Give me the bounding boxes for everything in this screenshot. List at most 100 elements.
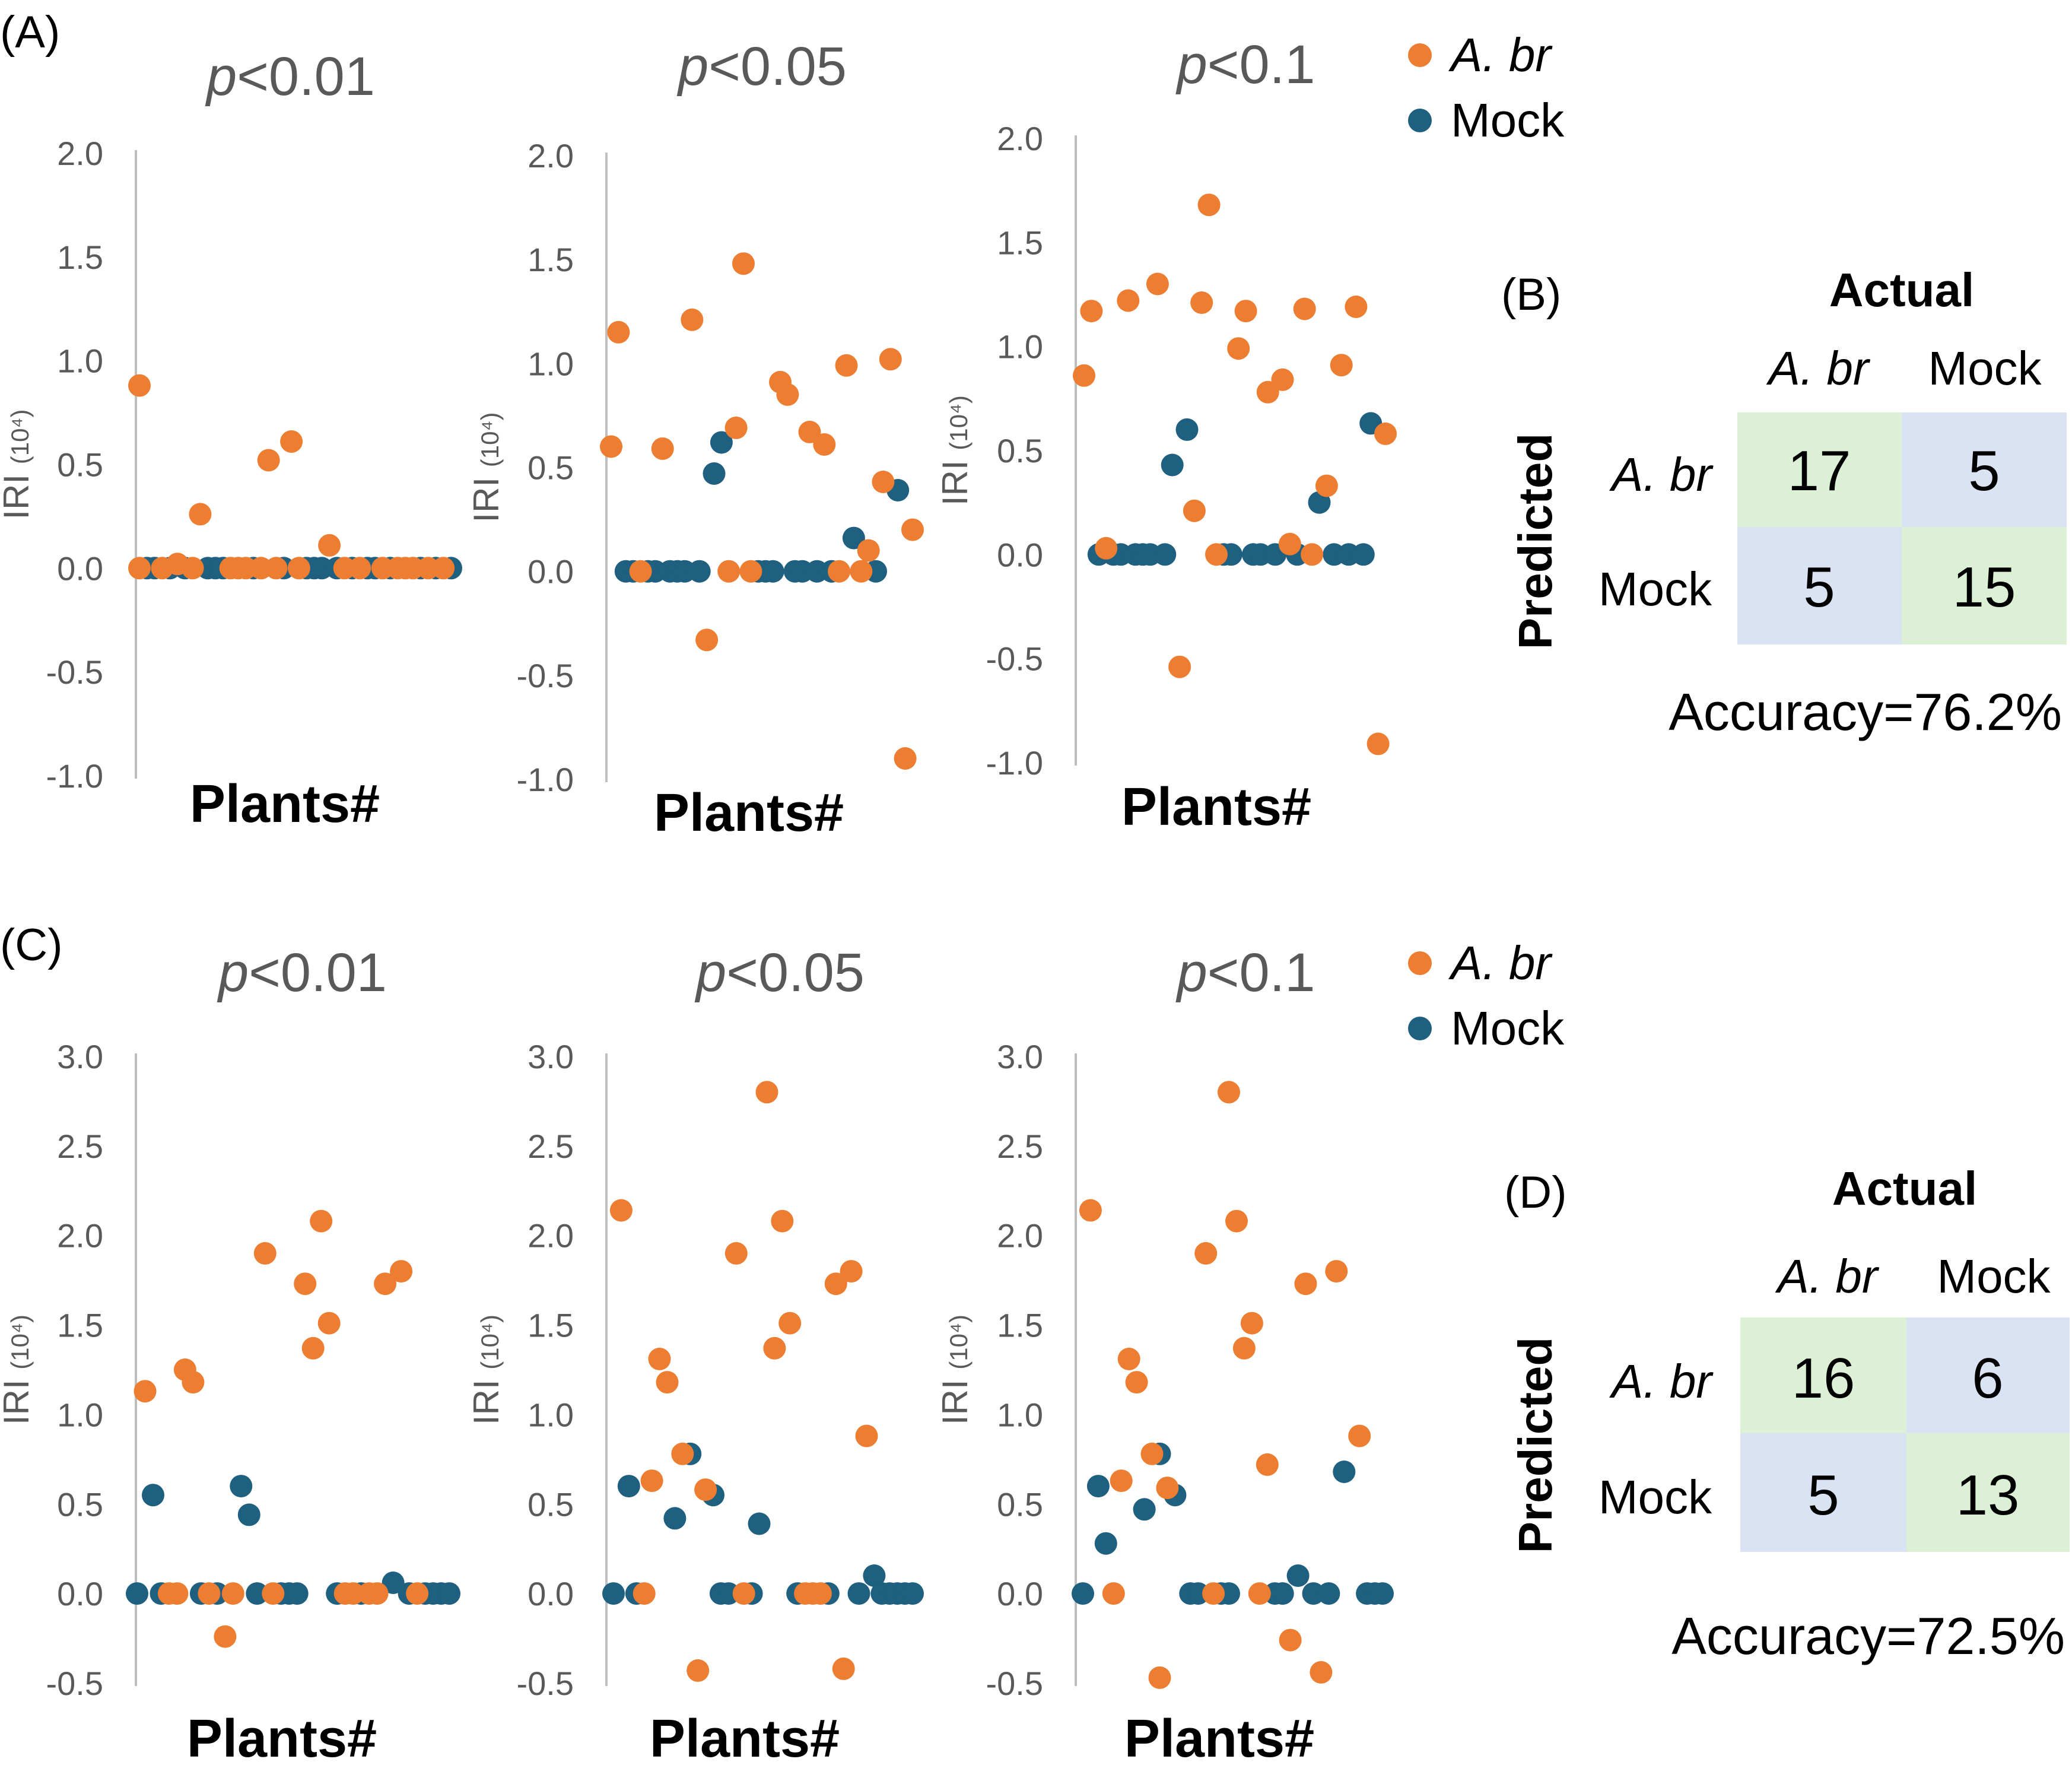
data-point-abr	[840, 1260, 863, 1283]
y-tick-label: 1.5	[57, 1307, 103, 1344]
chart-title-threshold: <0.05	[726, 942, 865, 1003]
data-point-mock	[688, 560, 711, 583]
cm-cell-fp	[1906, 1318, 2070, 1433]
y-tick-label: 2.0	[57, 135, 103, 172]
data-point-abr	[1232, 1336, 1256, 1360]
data-point-abr	[694, 1478, 717, 1501]
data-point-abr	[257, 449, 280, 472]
chart-title-threshold: <0.1	[1207, 34, 1315, 95]
data-point-abr	[850, 560, 873, 583]
cm-value-fp: 6	[1972, 1347, 2003, 1410]
y-axis-label-unit: (10⁴)	[476, 412, 504, 467]
data-point-abr	[1279, 1628, 1302, 1652]
data-point-abr	[778, 1312, 802, 1335]
data-point-abr	[835, 354, 858, 377]
data-point-mock	[1161, 453, 1184, 477]
y-axis-label-unit: (10⁴)	[945, 1315, 973, 1370]
data-point-abr	[1110, 1469, 1133, 1493]
cm-value-fn: 5	[1803, 555, 1835, 619]
data-point-mock	[230, 1475, 253, 1498]
y-tick-label: -1.0	[46, 757, 104, 795]
data-point-abr	[342, 1582, 365, 1605]
y-tick-label: 1.0	[527, 345, 574, 382]
y-axis-label: IRI (10⁴)	[935, 1315, 975, 1425]
cm-col-abr: A. br	[1775, 1250, 1880, 1303]
data-point-abr	[813, 433, 836, 456]
data-point-mock	[1072, 1582, 1094, 1605]
y-tick-label: 2.0	[527, 1217, 574, 1255]
y-axis-label: IRI (10⁴)	[0, 409, 36, 519]
data-point-abr	[739, 560, 762, 583]
data-point-abr	[1225, 1209, 1248, 1233]
data-point-abr	[1146, 272, 1169, 296]
legend-label-abr: A. br	[1448, 936, 1553, 989]
chart-title-p: p	[1175, 942, 1207, 1003]
cm-cell-fp	[1902, 412, 2067, 527]
chart-title-p: p	[676, 36, 708, 97]
data-point-abr	[348, 557, 371, 580]
data-point-mock	[842, 526, 865, 550]
data-point-mock	[1133, 1498, 1156, 1521]
scatter-chart-2: p<0.05 2.0 1.5 1.0 0.5 0.0 -0.5 -1.0 IRI (10⁴) Pl…	[466, 36, 924, 843]
data-point-abr	[1248, 1582, 1271, 1605]
y-axis-label-unit: (10⁴)	[945, 395, 973, 450]
data-point-abr	[1345, 296, 1368, 318]
data-point-mock	[1153, 543, 1177, 566]
chart-title: p<0.05	[694, 942, 865, 1003]
data-point-abr	[262, 1582, 285, 1605]
y-tick-label: 2.0	[997, 120, 1043, 157]
data-point-abr	[182, 1371, 205, 1394]
data-point-abr	[1271, 368, 1294, 391]
data-point-abr	[294, 1272, 317, 1296]
data-point-abr	[656, 1371, 679, 1394]
y-tick-label: 1.5	[997, 224, 1043, 261]
data-point-mock	[1094, 1532, 1117, 1555]
chart-title: p<0.01	[205, 46, 375, 107]
y-tick-label: -1.0	[517, 761, 574, 798]
data-point-abr	[214, 1625, 237, 1648]
data-point-abr	[189, 503, 212, 526]
panel-label-d: (D)	[1504, 1167, 1567, 1218]
cm-actual-heading: Actual	[1832, 1162, 1978, 1215]
data-point-abr	[1325, 1260, 1348, 1283]
data-point-mock	[761, 560, 784, 583]
data-point-mock	[1317, 1582, 1340, 1605]
data-point-abr	[717, 560, 741, 583]
data-point-abr	[1348, 1424, 1371, 1447]
data-point-abr	[128, 374, 151, 397]
cm-col-mock: Mock	[1937, 1250, 2051, 1303]
data-point-abr	[1190, 291, 1213, 314]
data-point-abr	[1256, 380, 1279, 404]
data-point-abr	[828, 560, 851, 583]
data-point-mock	[901, 1582, 924, 1605]
data-point-mock	[863, 1564, 886, 1587]
data-point-abr	[1234, 300, 1257, 323]
data-point-abr	[633, 1582, 656, 1605]
legend-label-mock: Mock	[1451, 1002, 1565, 1055]
legend-bottom: A. br Mock	[1408, 936, 1565, 1055]
data-point-abr	[724, 416, 748, 439]
data-point-abr	[629, 560, 652, 583]
cm-cell-tp	[1737, 412, 1902, 527]
y-tick-label: 3.0	[527, 1038, 574, 1075]
cm-value-fn: 5	[1807, 1463, 1839, 1527]
y-tick-label: 2.0	[997, 1217, 1043, 1255]
data-point-abr	[1117, 1347, 1140, 1370]
data-point-mock	[1286, 1564, 1310, 1587]
data-point-abr	[128, 557, 151, 580]
data-point-abr	[1102, 1582, 1125, 1605]
y-tick-label: -1.0	[986, 744, 1044, 782]
data-point-abr	[1301, 543, 1324, 566]
y-tick-label: 0.0	[997, 1575, 1043, 1612]
chart-title-p: p	[694, 942, 726, 1003]
data-point-abr	[1366, 732, 1390, 755]
scatter-chart-5: p<0.05 3.0 2.5 2.0 1.5 1.0 0.5 0.0 -0.5 IRI (10⁴)…	[466, 942, 924, 1769]
chart-title-threshold: <0.05	[708, 36, 847, 97]
data-point-abr	[809, 1582, 832, 1605]
x-axis-label: Plants#	[650, 1709, 840, 1769]
data-point-abr	[798, 420, 821, 443]
panel-label-b: (B)	[1501, 269, 1561, 320]
cm-col-mock: Mock	[1928, 342, 2042, 395]
data-point-abr	[1310, 1661, 1333, 1684]
